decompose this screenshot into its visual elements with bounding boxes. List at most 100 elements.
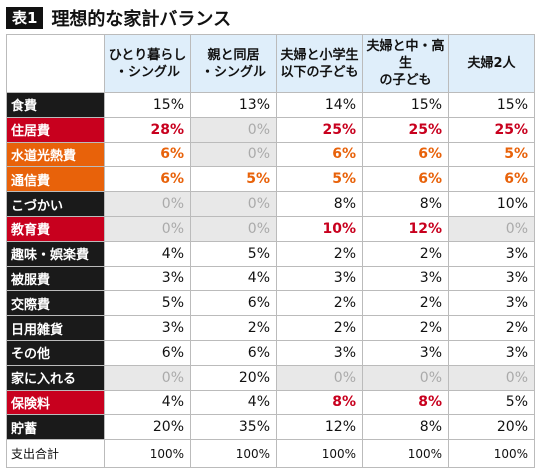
table-cell: 5%	[448, 141, 535, 168]
table-cell: 3%	[448, 339, 535, 366]
table-cell: 100%	[362, 439, 449, 469]
row-label: 趣味・娯楽費	[6, 240, 105, 267]
row-label: 食費	[6, 92, 105, 118]
column-header: 夫婦と中・高生 の子ども	[362, 34, 449, 93]
table-cell: 2%	[362, 315, 449, 341]
table-cell: 20%	[104, 414, 191, 441]
row-label: 被服費	[6, 265, 105, 292]
table-cell: 6%	[104, 141, 191, 168]
table-row: 住居費 28% 0% 25% 25% 25%	[6, 116, 535, 143]
table-cell: 3%	[276, 339, 363, 366]
table-cell: 5%	[448, 389, 535, 416]
table-row: 教育費 0% 0% 10% 12% 0%	[6, 215, 535, 242]
table-cell: 20%	[448, 414, 535, 441]
table-cell: 3%	[104, 315, 191, 341]
budget-table: ひとり暮らし ・シングル 親と同居 ・シングル 夫婦と小学生 以下の子ども 夫婦と中・…	[6, 34, 535, 469]
table-cell: 6%	[362, 141, 449, 168]
table-cell: 6%	[190, 290, 277, 317]
column-header: 夫婦2人	[448, 34, 535, 93]
header-row: ひとり暮らし ・シングル 親と同居 ・シングル 夫婦と小学生 以下の子ども 夫婦と中・…	[6, 34, 535, 93]
table-cell: 35%	[190, 414, 277, 441]
table-cell: 6%	[362, 166, 449, 193]
table-cell: 13%	[190, 92, 277, 118]
table-row: 交際費 5% 6% 2% 2% 3%	[6, 290, 535, 317]
table-row: 食費 15% 13% 14% 15% 15%	[6, 92, 535, 118]
table-cell: 0%	[104, 364, 191, 391]
table-cell: 6%	[448, 166, 535, 193]
table-cell: 25%	[276, 116, 363, 143]
column-header: 親と同居 ・シングル	[190, 34, 277, 93]
table-cell: 5%	[104, 290, 191, 317]
table-cell: 2%	[276, 315, 363, 341]
row-label: その他	[6, 339, 105, 366]
table-cell: 3%	[276, 265, 363, 292]
table-cell: 0%	[104, 191, 191, 217]
table-cell: 8%	[362, 414, 449, 441]
table-cell: 100%	[190, 439, 277, 469]
table-cell: 0%	[276, 364, 363, 391]
row-label: 日用雑貨	[6, 315, 105, 341]
table-row: 保険料 4% 4% 8% 8% 5%	[6, 389, 535, 416]
table-cell: 2%	[448, 315, 535, 341]
table-cell: 100%	[276, 439, 363, 469]
table-cell: 8%	[276, 389, 363, 416]
row-label: 水道光熱費	[6, 141, 105, 168]
table-row: 日用雑貨 3% 2% 2% 2% 2%	[6, 315, 535, 341]
table-cell: 6%	[104, 339, 191, 366]
row-label: 保険料	[6, 389, 105, 416]
row-label: 家に入れる	[6, 364, 105, 391]
table-cell: 12%	[276, 414, 363, 441]
table-cell: 0%	[448, 215, 535, 242]
table-cell: 4%	[104, 389, 191, 416]
header-corner	[6, 34, 105, 93]
table-cell: 15%	[448, 92, 535, 118]
table-row: その他 6% 6% 3% 3% 3%	[6, 339, 535, 366]
table-cell: 4%	[190, 265, 277, 292]
table-cell: 4%	[190, 389, 277, 416]
row-label: 通信費	[6, 166, 105, 193]
table-cell: 3%	[362, 265, 449, 292]
table-row: こづかい 0% 0% 8% 8% 10%	[6, 191, 535, 217]
row-label: 教育費	[6, 215, 105, 242]
row-label: 住居費	[6, 116, 105, 143]
column-header: 夫婦と小学生 以下の子ども	[276, 34, 363, 93]
table-cell: 8%	[362, 389, 449, 416]
table-cell: 14%	[276, 92, 363, 118]
table-cell: 10%	[276, 215, 363, 242]
table-cell: 0%	[104, 215, 191, 242]
table-cell: 25%	[362, 116, 449, 143]
table-cell: 6%	[190, 339, 277, 366]
table-cell: 100%	[448, 439, 535, 469]
table-cell: 0%	[362, 364, 449, 391]
table-row: 水道光熱費 6% 0% 6% 6% 5%	[6, 141, 535, 168]
table-title: 表1 理想的な家計バランス	[6, 6, 231, 30]
table-cell: 2%	[276, 240, 363, 267]
row-label: 貯蓄	[6, 414, 105, 441]
table-cell: 25%	[448, 116, 535, 143]
total-row: 支出合計 100% 100% 100% 100% 100%	[6, 439, 535, 469]
table-cell: 6%	[104, 166, 191, 193]
table-cell: 15%	[104, 92, 191, 118]
table-cell: 2%	[362, 290, 449, 317]
table-row: 貯蓄 20% 35% 12% 8% 20%	[6, 414, 535, 441]
table-cell: 2%	[362, 240, 449, 267]
table-cell: 3%	[448, 240, 535, 267]
row-label: 交際費	[6, 290, 105, 317]
table-cell: 100%	[104, 439, 191, 469]
column-header: ひとり暮らし ・シングル	[104, 34, 191, 93]
row-label: 支出合計	[6, 439, 105, 469]
table-cell: 3%	[448, 290, 535, 317]
table-number-badge: 表1	[6, 7, 44, 29]
table-cell: 0%	[190, 191, 277, 217]
table-row: 被服費 3% 4% 3% 3% 3%	[6, 265, 535, 292]
table-cell: 5%	[190, 240, 277, 267]
table-row: 趣味・娯楽費 4% 5% 2% 2% 3%	[6, 240, 535, 267]
row-label: こづかい	[6, 191, 105, 217]
table-cell: 5%	[190, 166, 277, 193]
table-cell: 12%	[362, 215, 449, 242]
table-cell: 20%	[190, 364, 277, 391]
page-title: 理想的な家計バランス	[51, 9, 232, 30]
table-cell: 3%	[448, 265, 535, 292]
table-cell: 15%	[362, 92, 449, 118]
table-cell: 8%	[276, 191, 363, 217]
